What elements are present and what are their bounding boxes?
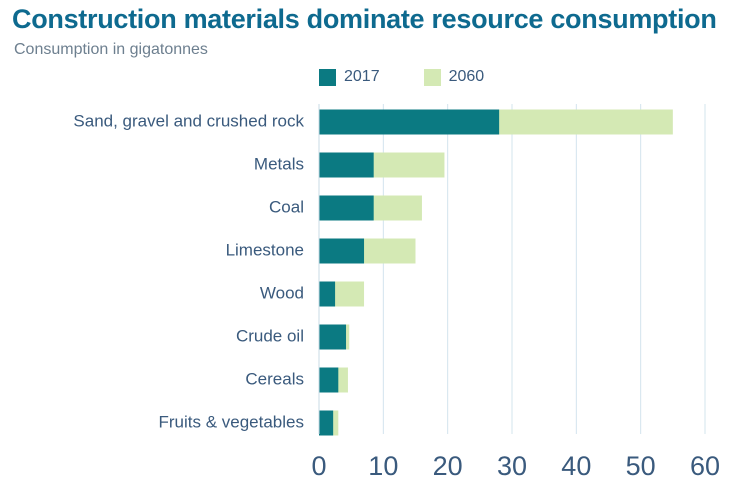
x-tick-label-40: 40 (561, 451, 591, 481)
bar-2017-crude-oil (319, 324, 347, 350)
legend-swatch-2060 (423, 68, 441, 86)
category-label-metals: Metals (254, 154, 304, 173)
category-label-limestone: Limestone (226, 240, 304, 259)
category-label-sand-gravel-and-crushed-rock: Sand, gravel and crushed rock (73, 111, 304, 130)
x-tick-label-0: 0 (311, 451, 326, 481)
bar-2017-wood (319, 281, 336, 307)
legend-swatch-2017 (319, 68, 336, 86)
bar-2017-fruits-vegetables (319, 410, 334, 436)
x-tick-label-30: 30 (497, 451, 527, 481)
x-tick-label-10: 10 (368, 451, 398, 481)
x-tick-label-60: 60 (690, 451, 720, 481)
chart-subtitle: Consumption in gigatonnes (14, 41, 208, 58)
legend-label-2017: 2017 (344, 68, 380, 85)
category-label-cereals: Cereals (245, 369, 304, 388)
legend: 2017 2060 (319, 68, 528, 86)
bar-2017-limestone (319, 238, 365, 264)
legend-item-2017: 2017 (319, 68, 380, 86)
chart-title: Construction materials dominate resource… (12, 4, 717, 34)
category-label-crude-oil: Crude oil (236, 326, 304, 345)
x-tick-label-50: 50 (626, 451, 656, 481)
category-label-fruits-vegetables: Fruits & vegetables (158, 412, 304, 431)
legend-item-2060: 2060 (423, 68, 485, 86)
bar-2017-coal (319, 195, 374, 221)
x-tick-label-20: 20 (433, 451, 463, 481)
category-label-wood: Wood (260, 283, 304, 302)
bar-2017-metals (319, 152, 374, 178)
legend-label-2060: 2060 (448, 68, 485, 85)
bar-2017-cereals (319, 367, 339, 393)
category-label-coal: Coal (269, 197, 304, 216)
bar-2017-sand-gravel-and-crushed-rock (319, 109, 500, 135)
